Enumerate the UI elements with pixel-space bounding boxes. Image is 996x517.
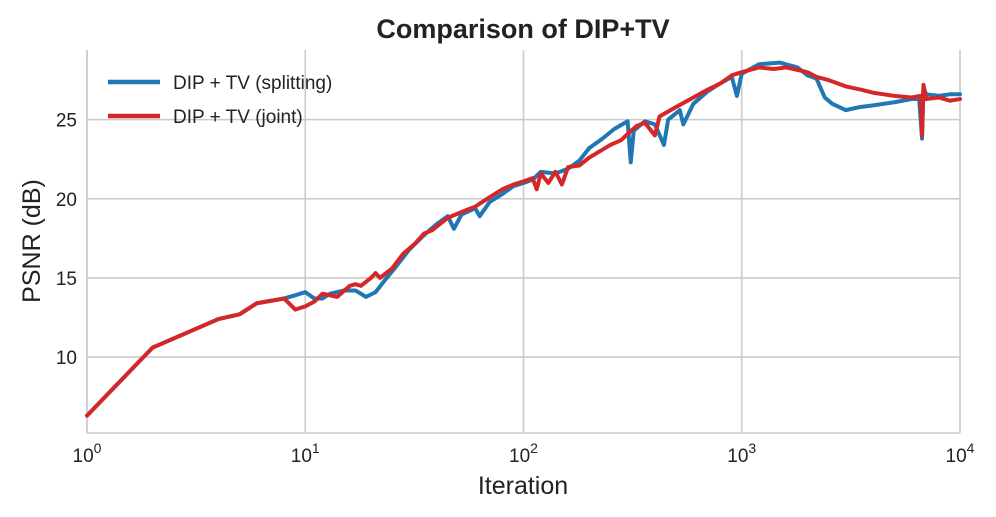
x-tick-label: 101	[291, 440, 320, 467]
x-tick-label: 103	[727, 440, 756, 467]
x-tick-label: 102	[509, 440, 538, 467]
axes	[86, 50, 960, 434]
legend-label-joint: DIP + TV (joint)	[173, 107, 303, 128]
y-tick-label: 25	[56, 111, 77, 132]
y-tick-label: 10	[56, 348, 77, 369]
legend-label-splitting: DIP + TV (splitting)	[173, 73, 332, 94]
y-tick-label: 20	[56, 190, 77, 211]
series-line-splitting	[85, 60, 962, 418]
series-group	[85, 60, 962, 418]
x-axis-label: Iteration	[478, 472, 568, 500]
series-line-joint	[85, 65, 962, 418]
chart-title: Comparison of DIP+TV	[376, 14, 669, 44]
y-axis-label: PSNR (dB)	[18, 179, 46, 303]
legend: DIP + TV (splitting) DIP + TV (joint)	[108, 73, 332, 128]
grid	[86, 50, 961, 433]
x-tick-label: 100	[73, 440, 102, 467]
x-tick-label: 104	[946, 440, 975, 467]
tick-labels: 100 101 102 103 104 10 15 20 25	[56, 111, 975, 467]
y-tick-label: 15	[56, 269, 77, 290]
